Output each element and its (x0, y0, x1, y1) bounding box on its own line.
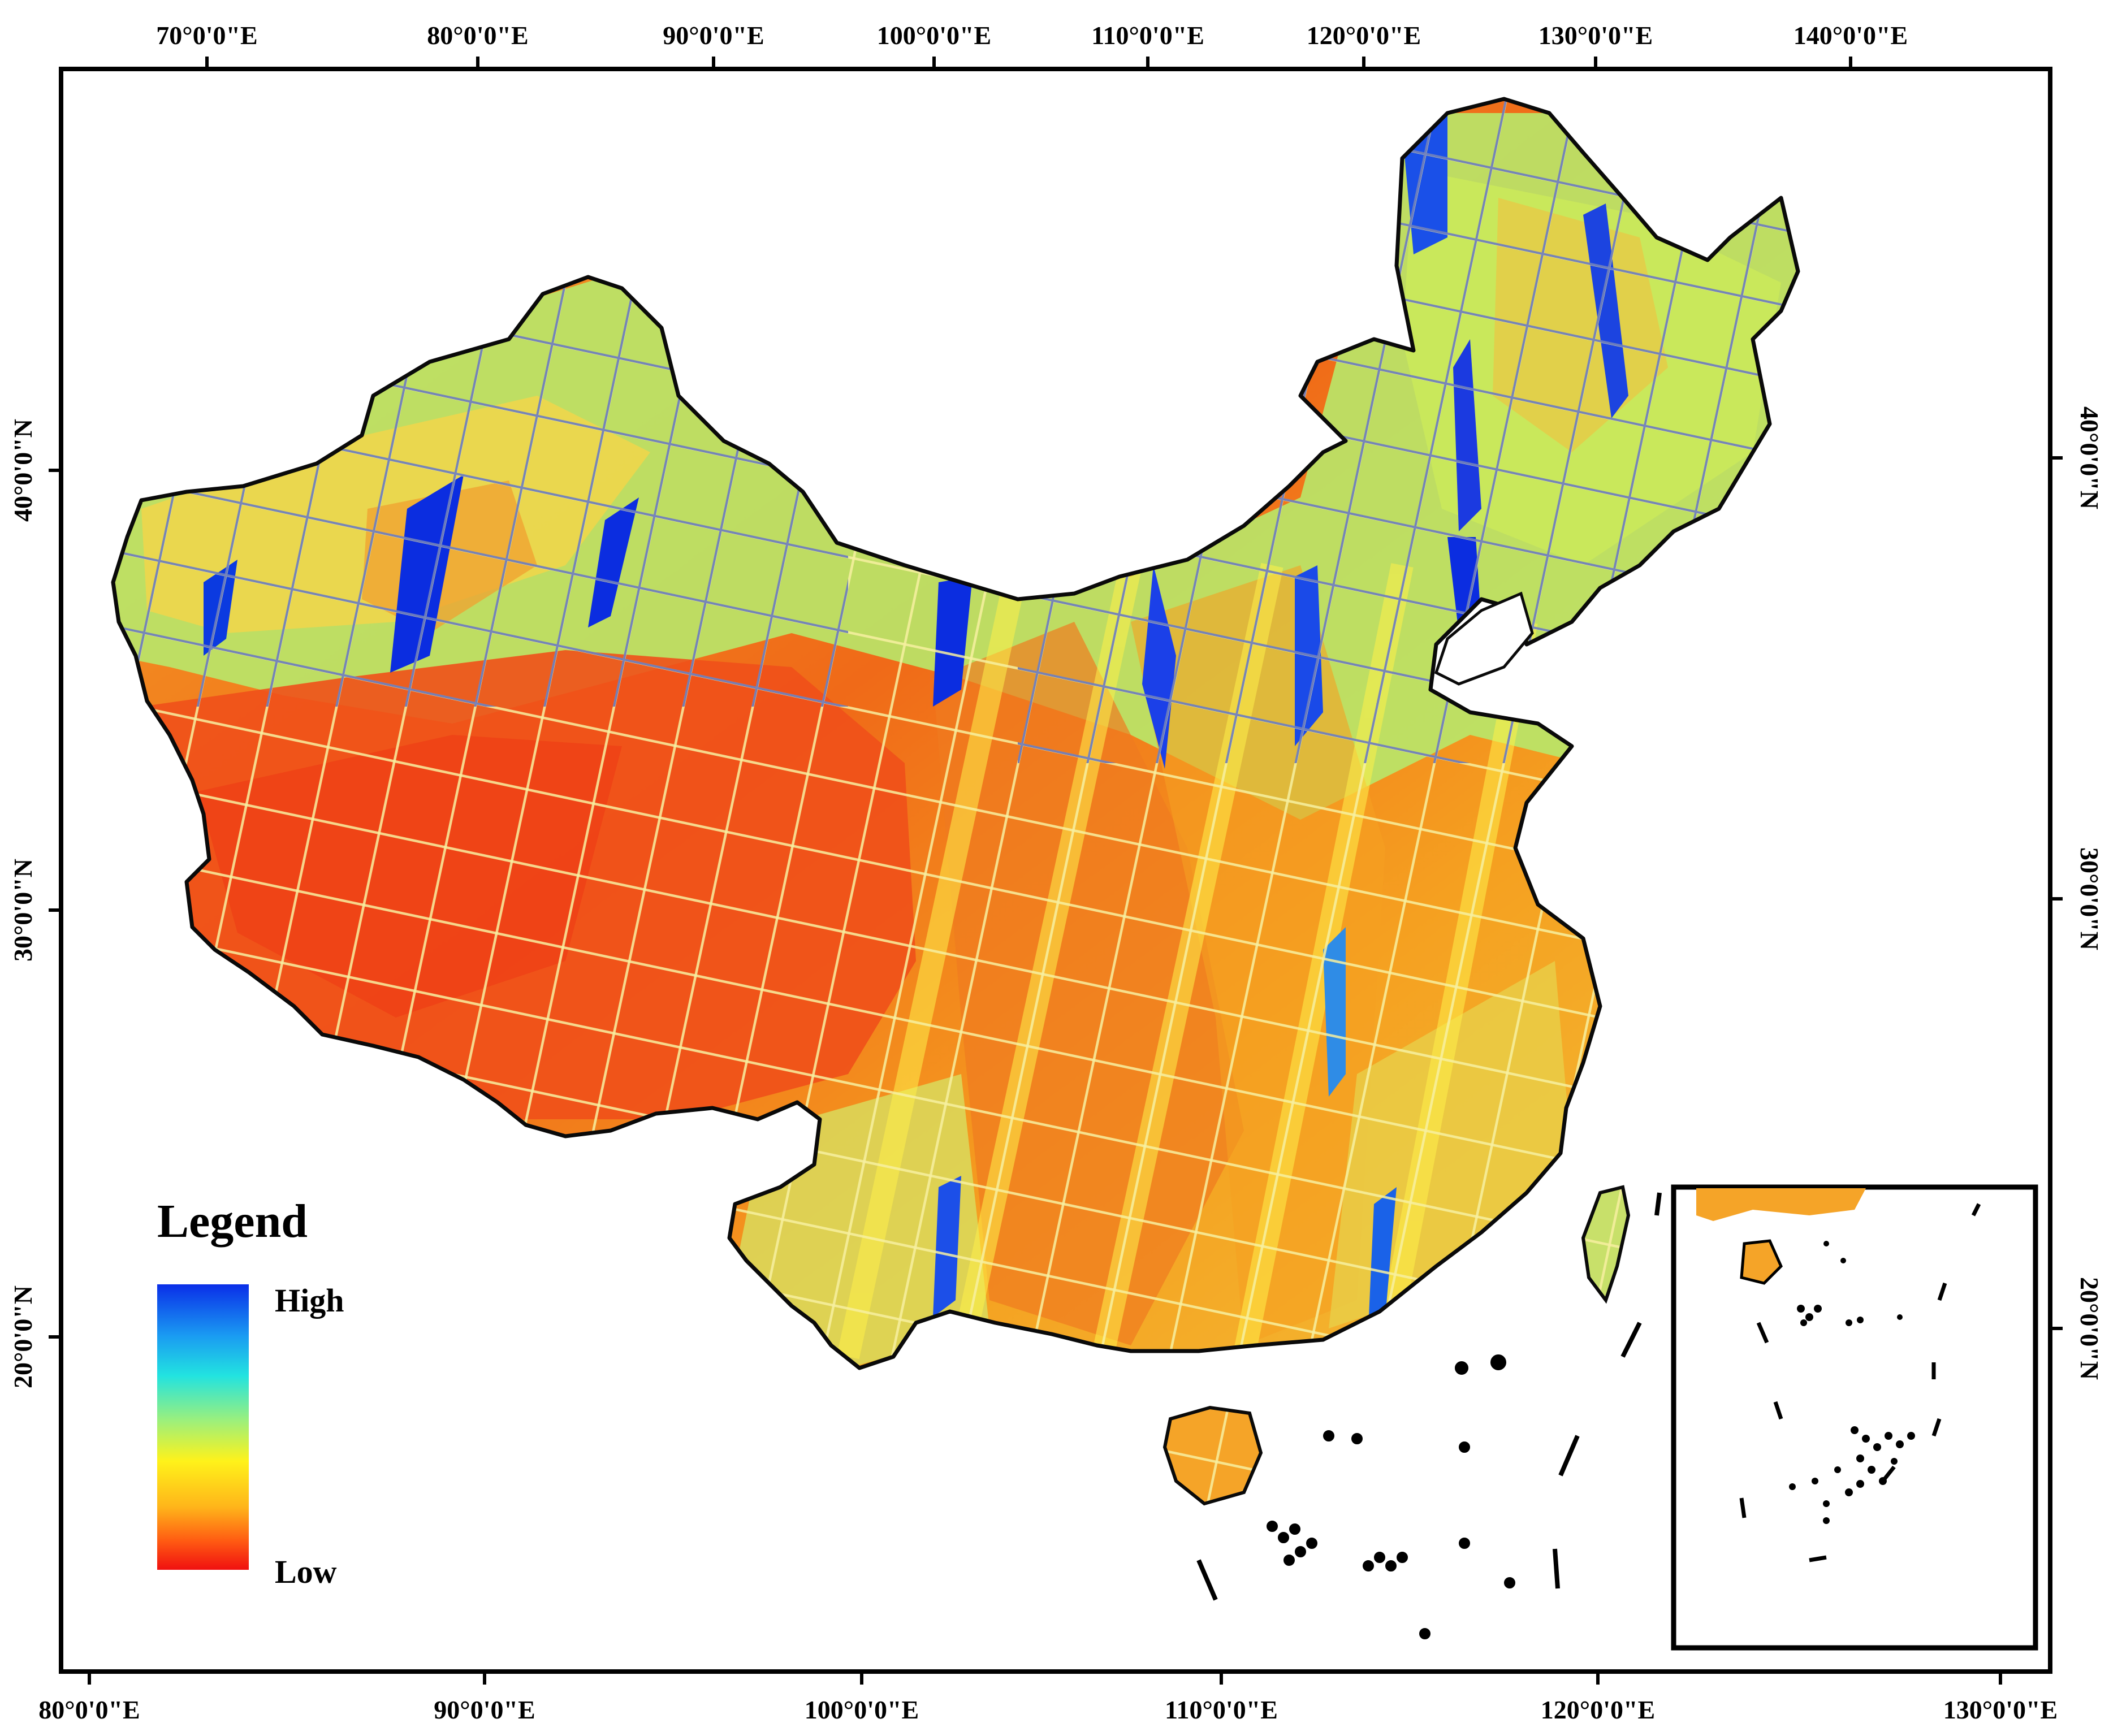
left-lat-label: 30°0'0"N (8, 859, 37, 962)
right-lat-label: 20°0'0"N (2075, 1277, 2104, 1380)
south-china-sea-features (1196, 1192, 1662, 1639)
inset-map (1671, 1184, 2038, 1651)
legend-title: Legend (157, 1195, 308, 1248)
top-lon-label: 130°0'0"E (1538, 21, 1653, 50)
legend-high-label: High (275, 1282, 344, 1319)
legend-low-label: Low (275, 1553, 337, 1590)
right-lat-label: 40°0'0"N (2075, 406, 2104, 509)
top-lon-label: 90°0'0"E (663, 21, 764, 50)
bottom-lon-label: 80°0'0"E (38, 1695, 140, 1724)
top-lon-label: 80°0'0"E (427, 21, 528, 50)
top-lon-label: 140°0'0"E (1793, 21, 1908, 50)
legend-color-ramp (157, 1284, 249, 1570)
legend: Legend High Low (157, 1195, 344, 1590)
top-lon-label: 100°0'0"E (877, 21, 991, 50)
bottom-lon-label: 100°0'0"E (805, 1695, 919, 1724)
bottom-lon-label: 120°0'0"E (1541, 1695, 1655, 1724)
china-border (111, 97, 1800, 1370)
bottom-lon-label: 110°0'0"E (1165, 1695, 1278, 1724)
bottom-lon-label: 90°0'0"E (434, 1695, 535, 1724)
right-latitude-labels: 40°0'0"N 30°0'0"N 20°0'0"N (2075, 406, 2104, 1380)
bohai-sea (1434, 591, 1534, 686)
bottom-lon-label: 130°0'0"E (1943, 1695, 2058, 1724)
top-lon-label: 110°0'0"E (1091, 21, 1204, 50)
top-lon-label: 120°0'0"E (1307, 21, 1421, 50)
right-lat-label: 30°0'0"N (2075, 847, 2104, 950)
top-lon-label: 70°0'0"E (156, 21, 257, 50)
left-lat-label: 20°0'0"N (8, 1285, 37, 1388)
left-latitude-labels: 40°0'0"N 30°0'0"N 20°0'0"N (8, 419, 37, 1388)
bottom-longitude-labels: 80°0'0"E 90°0'0"E 100°0'0"E 110°0'0"E 12… (38, 1695, 2058, 1724)
top-longitude-labels: 70°0'0"E 80°0'0"E 90°0'0"E 100°0'0"E 110… (156, 21, 1908, 50)
left-lat-label: 40°0'0"N (8, 419, 37, 522)
frame-ticks (49, 57, 2063, 1685)
